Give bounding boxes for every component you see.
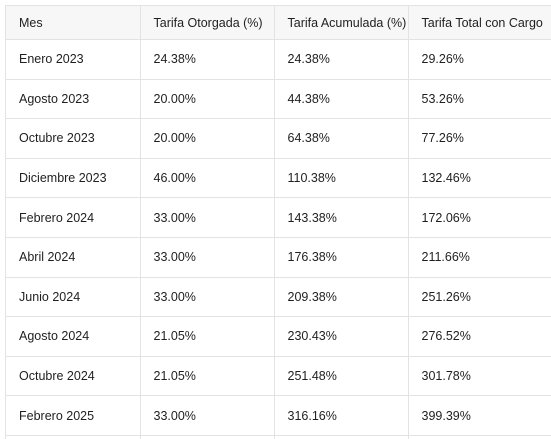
table-row: Octubre 2024 21.05% 251.48% 301.78% bbox=[6, 356, 551, 397]
cell-tarifa-acumulada: 64.38% bbox=[274, 118, 409, 159]
cell-tarifa-acumulada: 24.38% bbox=[274, 39, 409, 80]
cell-empty bbox=[408, 435, 551, 439]
cell-empty bbox=[6, 435, 141, 439]
column-header-tarifa-acumulada[interactable]: Tarifa Acumulada (%) bbox=[274, 5, 409, 40]
cell-tarifa-total: 172.06% bbox=[408, 197, 551, 238]
cell-tarifa-otorgada: 33.00% bbox=[140, 237, 275, 278]
cell-tarifa-total: 251.26% bbox=[408, 277, 551, 318]
table-row: Febrero 2024 33.00% 143.38% 172.06% bbox=[6, 197, 551, 238]
table-body: Enero 2023 24.38% 24.38% 29.26% Agosto 2… bbox=[6, 39, 551, 439]
table-row: Diciembre 2023 46.00% 110.38% 132.46% bbox=[6, 158, 551, 199]
column-header-mes[interactable]: Mes bbox=[6, 5, 141, 40]
cell-tarifa-otorgada: 33.00% bbox=[140, 277, 275, 318]
cell-mes: Junio 2024 bbox=[6, 277, 141, 318]
table-row: Agosto 2023 20.00% 44.38% 53.26% bbox=[6, 79, 551, 120]
table-row: Octubre 2023 20.00% 64.38% 77.26% bbox=[6, 118, 551, 159]
table-row: Enero 2023 24.38% 24.38% 29.26% bbox=[6, 39, 551, 80]
cell-empty bbox=[274, 435, 409, 439]
cell-tarifa-acumulada: 143.38% bbox=[274, 197, 409, 238]
cell-mes: Octubre 2024 bbox=[6, 356, 141, 397]
cell-tarifa-acumulada: 110.38% bbox=[274, 158, 409, 199]
cell-tarifa-total: 211.66% bbox=[408, 237, 551, 278]
cell-tarifa-otorgada: 20.00% bbox=[140, 118, 275, 159]
cell-mes: Febrero 2025 bbox=[6, 395, 141, 436]
cell-tarifa-total: 301.78% bbox=[408, 356, 551, 397]
cell-tarifa-total: 132.46% bbox=[408, 158, 551, 199]
cell-tarifa-acumulada: 316.16% bbox=[274, 395, 409, 436]
cell-tarifa-acumulada: 176.38% bbox=[274, 237, 409, 278]
cell-mes: Abril 2024 bbox=[6, 237, 141, 278]
cell-mes: Febrero 2024 bbox=[6, 197, 141, 238]
cell-tarifa-acumulada: 251.48% bbox=[274, 356, 409, 397]
table-header: Mes Tarifa Otorgada (%) Tarifa Acumulada… bbox=[6, 5, 551, 40]
cell-tarifa-total: 53.26% bbox=[408, 79, 551, 120]
cell-tarifa-acumulada: 44.38% bbox=[274, 79, 409, 120]
cell-mes: Agosto 2023 bbox=[6, 79, 141, 120]
cell-mes: Diciembre 2023 bbox=[6, 158, 141, 199]
cell-mes: Octubre 2023 bbox=[6, 118, 141, 159]
header-row: Mes Tarifa Otorgada (%) Tarifa Acumulada… bbox=[6, 5, 551, 40]
table-row-partial bbox=[6, 435, 551, 439]
column-header-tarifa-total[interactable]: Tarifa Total con Cargo bbox=[408, 5, 551, 40]
tariff-table-container[interactable]: Mes Tarifa Otorgada (%) Tarifa Acumulada… bbox=[5, 5, 551, 439]
cell-mes: Agosto 2024 bbox=[6, 316, 141, 357]
table-row: Agosto 2024 21.05% 230.43% 276.52% bbox=[6, 316, 551, 357]
cell-tarifa-total: 77.26% bbox=[408, 118, 551, 159]
table-row: Abril 2024 33.00% 176.38% 211.66% bbox=[6, 237, 551, 278]
cell-tarifa-otorgada: 46.00% bbox=[140, 158, 275, 199]
cell-tarifa-otorgada: 21.05% bbox=[140, 356, 275, 397]
table-row: Febrero 2025 33.00% 316.16% 399.39% bbox=[6, 395, 551, 436]
tariff-table: Mes Tarifa Otorgada (%) Tarifa Acumulada… bbox=[6, 5, 551, 439]
cell-tarifa-otorgada: 33.00% bbox=[140, 197, 275, 238]
cell-tarifa-acumulada: 209.38% bbox=[274, 277, 409, 318]
cell-tarifa-otorgada: 21.05% bbox=[140, 316, 275, 357]
cell-tarifa-otorgada: 33.00% bbox=[140, 395, 275, 436]
cell-tarifa-total: 29.26% bbox=[408, 39, 551, 80]
cell-tarifa-acumulada: 230.43% bbox=[274, 316, 409, 357]
cell-tarifa-otorgada: 24.38% bbox=[140, 39, 275, 80]
cell-mes: Enero 2023 bbox=[6, 39, 141, 80]
column-header-tarifa-otorgada[interactable]: Tarifa Otorgada (%) bbox=[140, 5, 275, 40]
table-row: Junio 2024 33.00% 209.38% 251.26% bbox=[6, 277, 551, 318]
cell-tarifa-total: 399.39% bbox=[408, 395, 551, 436]
cell-empty bbox=[140, 435, 275, 439]
cell-tarifa-total: 276.52% bbox=[408, 316, 551, 357]
cell-tarifa-otorgada: 20.00% bbox=[140, 79, 275, 120]
